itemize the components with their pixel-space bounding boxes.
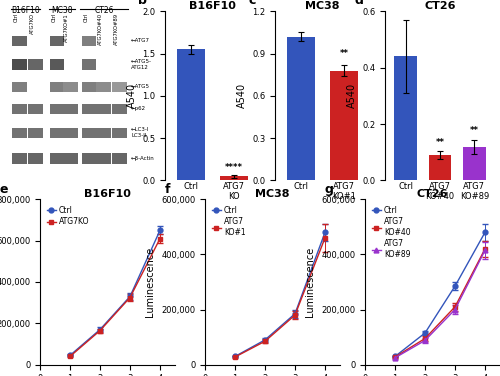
Text: **: ** <box>470 126 479 135</box>
Bar <box>96 104 111 114</box>
Text: **: ** <box>340 49 348 58</box>
Bar <box>220 176 248 180</box>
Bar <box>82 36 96 45</box>
Title: B16F10: B16F10 <box>189 0 236 11</box>
Text: ****: **** <box>225 163 243 172</box>
Text: ←LC3-I
LC3-II: ←LC3-I LC3-II <box>131 127 150 138</box>
Text: ATG7KO#1: ATG7KO#1 <box>64 13 70 42</box>
Title: CT26: CT26 <box>424 0 456 11</box>
Title: CT26: CT26 <box>417 188 448 199</box>
Text: ATG7KO#40: ATG7KO#40 <box>98 13 103 45</box>
Bar <box>28 128 42 138</box>
Bar <box>63 82 78 92</box>
Bar <box>50 36 64 45</box>
Bar <box>287 37 315 180</box>
Bar <box>96 153 111 164</box>
Bar <box>112 104 127 114</box>
Bar <box>50 82 64 92</box>
Text: e: e <box>0 183 8 196</box>
Bar <box>50 153 64 164</box>
Title: MC38: MC38 <box>305 0 340 11</box>
Bar <box>12 153 27 164</box>
Bar <box>96 128 111 138</box>
Bar <box>50 59 64 70</box>
Text: B16F10: B16F10 <box>11 6 40 15</box>
Y-axis label: A540: A540 <box>126 83 136 108</box>
Bar <box>50 104 64 114</box>
Bar <box>394 56 417 180</box>
Bar <box>463 147 485 180</box>
Bar <box>63 153 78 164</box>
Bar <box>429 155 451 180</box>
Bar <box>63 128 78 138</box>
Text: b: b <box>138 0 147 8</box>
Text: ATG7KO: ATG7KO <box>30 13 35 34</box>
Bar <box>12 36 27 45</box>
Text: Ctrl: Ctrl <box>14 13 18 23</box>
Bar <box>82 82 96 92</box>
Bar <box>112 128 127 138</box>
Y-axis label: A540: A540 <box>236 83 246 108</box>
Text: ←β-Actin: ←β-Actin <box>131 156 155 161</box>
Legend: Ctrl, ATG7
KO#40, ATG7
KO#89: Ctrl, ATG7 KO#40, ATG7 KO#89 <box>369 203 414 262</box>
Text: MC38: MC38 <box>51 6 72 15</box>
Bar <box>96 82 111 92</box>
Text: **: ** <box>436 138 444 147</box>
Y-axis label: Luminescence: Luminescence <box>306 247 316 317</box>
Bar <box>63 104 78 114</box>
Bar <box>112 153 127 164</box>
Bar <box>82 59 96 70</box>
Bar <box>12 104 27 114</box>
Bar <box>50 128 64 138</box>
Legend: Ctrl, ATG7
KO#1: Ctrl, ATG7 KO#1 <box>209 203 249 240</box>
Bar <box>82 104 96 114</box>
Text: ←ATG5: ←ATG5 <box>131 84 150 89</box>
Bar <box>177 49 205 180</box>
Text: d: d <box>354 0 363 8</box>
Bar <box>82 153 96 164</box>
Y-axis label: A540: A540 <box>346 83 356 108</box>
Text: f: f <box>164 183 170 196</box>
Legend: Ctrl, ATG7KO: Ctrl, ATG7KO <box>44 203 92 229</box>
Text: Ctrl: Ctrl <box>52 13 57 23</box>
Bar <box>330 71 358 180</box>
Bar <box>82 128 96 138</box>
Text: ←ATG5-
ATG12: ←ATG5- ATG12 <box>131 59 152 70</box>
Y-axis label: Luminescence: Luminescence <box>146 247 156 317</box>
Text: Ctrl: Ctrl <box>84 13 88 23</box>
Bar <box>12 128 27 138</box>
Bar <box>28 153 42 164</box>
Text: g: g <box>324 183 334 196</box>
Text: ←p62: ←p62 <box>131 106 146 111</box>
Title: MC38: MC38 <box>256 188 290 199</box>
Bar <box>112 82 127 92</box>
Bar <box>12 59 27 70</box>
Bar <box>28 59 42 70</box>
Text: ←ATG7: ←ATG7 <box>131 38 150 43</box>
Text: ATG7KO#89: ATG7KO#89 <box>114 13 119 45</box>
Bar <box>28 104 42 114</box>
Text: CT26: CT26 <box>94 6 114 15</box>
Title: B16F10: B16F10 <box>84 188 131 199</box>
Text: c: c <box>248 0 256 8</box>
Bar <box>12 82 27 92</box>
